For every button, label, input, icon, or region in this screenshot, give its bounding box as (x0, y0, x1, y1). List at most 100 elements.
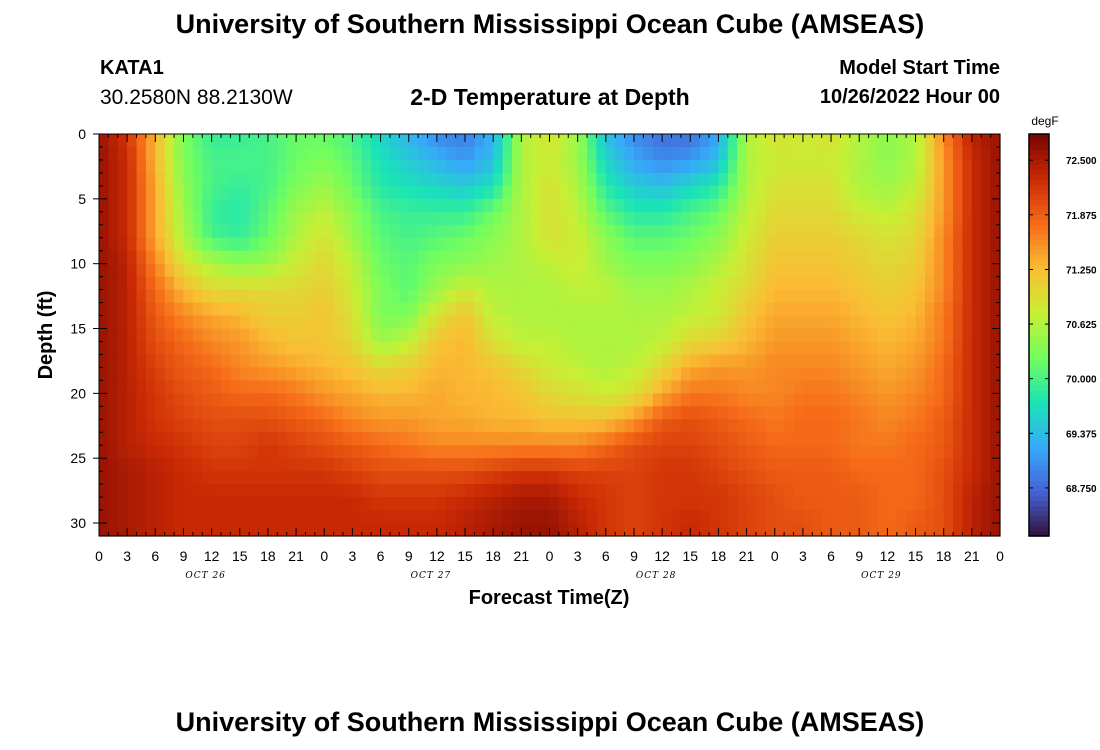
heatmap-cell (549, 471, 560, 485)
heatmap-cell (868, 432, 879, 446)
heatmap-cell (418, 367, 429, 381)
heatmap-cell (746, 172, 757, 187)
heatmap-cell (953, 380, 964, 394)
heatmap-cell (493, 497, 504, 511)
heatmap-cell (502, 484, 513, 498)
heatmap-cell (530, 185, 541, 200)
heatmap-cell (221, 146, 231, 161)
heatmap-cell (605, 354, 616, 369)
heatmap-cell (465, 458, 476, 472)
heatmap-cell (662, 276, 673, 291)
heatmap-cell (324, 393, 335, 407)
heatmap-cell (99, 393, 109, 407)
heatmap-cell (633, 146, 644, 161)
heatmap-cell (906, 341, 917, 356)
heatmap-cell (849, 484, 860, 498)
heatmap-cell (305, 367, 316, 381)
heatmap-cell (239, 354, 250, 369)
heatmap-cell (831, 484, 842, 498)
heatmap-cell (737, 159, 748, 174)
y-axis-title: Depth (ft) (35, 291, 57, 380)
heatmap-cell (953, 315, 964, 330)
heatmap-cell (249, 146, 260, 161)
heatmap-cell (755, 237, 766, 252)
heatmap-cell (943, 302, 954, 317)
heatmap-cell (474, 523, 485, 537)
heatmap-cell (774, 510, 785, 524)
heatmap-cell (418, 432, 429, 446)
heatmap-cell (746, 185, 757, 200)
heatmap-cell (286, 510, 297, 524)
heatmap-cell (718, 237, 729, 252)
heatmap-cell (352, 419, 363, 433)
heatmap-cell (267, 458, 278, 472)
heatmap-cell (371, 354, 382, 369)
heatmap-cell (896, 393, 907, 407)
heatmap-cell (699, 458, 710, 472)
heatmap-cell (314, 159, 325, 174)
heatmap-cell (230, 458, 241, 472)
x-tick-label: 18 (936, 548, 952, 564)
heatmap-cell (502, 134, 513, 148)
heatmap-cell (230, 237, 241, 252)
heatmap-cell (962, 510, 973, 524)
heatmap-cell (924, 198, 935, 213)
heatmap-cell (286, 289, 297, 304)
heatmap-cell (680, 393, 691, 407)
heatmap-cell (915, 432, 926, 446)
heatmap-cell (924, 432, 935, 446)
heatmap-cell (305, 458, 316, 472)
heatmap-cell (465, 432, 476, 446)
heatmap-cell (596, 510, 607, 524)
heatmap-cell (727, 354, 738, 369)
colorbar-segment (1029, 169, 1049, 175)
heatmap-cell (324, 146, 335, 161)
heatmap-cell (652, 445, 663, 459)
heatmap-cell (802, 406, 813, 420)
heatmap-cell (202, 406, 213, 420)
heatmap-cell (408, 367, 419, 381)
heatmap-cell (399, 198, 410, 213)
heatmap-cell (793, 497, 804, 511)
colorbar-tick-label: 69.375 (1066, 429, 1097, 440)
heatmap-cell (924, 484, 935, 498)
heatmap-cell (530, 510, 541, 524)
heatmap-cell (924, 302, 935, 317)
heatmap-cell (286, 471, 297, 485)
heatmap-cell (202, 328, 213, 343)
heatmap-cell (399, 146, 410, 161)
heatmap-cell (755, 406, 766, 420)
heatmap-cell (924, 393, 935, 407)
heatmap-cell (145, 367, 156, 381)
heatmap-cell (296, 393, 307, 407)
heatmap-cell (352, 354, 363, 369)
heatmap-cell (568, 458, 579, 472)
heatmap-cell (981, 471, 992, 485)
heatmap-cell (981, 185, 992, 200)
heatmap-cell (239, 224, 250, 239)
heatmap-cell (643, 432, 654, 446)
heatmap-cell (211, 302, 222, 317)
heatmap-cell (662, 393, 673, 407)
heatmap-cell (455, 328, 466, 343)
heatmap-cell (502, 471, 513, 485)
heatmap-cell (99, 224, 109, 239)
heatmap-cell (117, 134, 128, 148)
heatmap-cell (821, 185, 832, 200)
heatmap-cell (155, 159, 166, 174)
heatmap-cell (164, 432, 175, 446)
heatmap-cell (108, 367, 119, 381)
heatmap-cell (605, 134, 616, 148)
heatmap-cell (990, 484, 1001, 498)
heatmap-cell (540, 237, 551, 252)
heatmap-cell (192, 185, 203, 200)
heatmap-cell (174, 328, 185, 343)
heatmap-cell (314, 484, 325, 498)
heatmap-cell (868, 159, 879, 174)
heatmap-cell (699, 302, 710, 317)
heatmap-cell (596, 185, 607, 200)
heatmap-cell (145, 497, 156, 511)
heatmap-cell (924, 315, 935, 330)
heatmap-cell (558, 289, 569, 304)
heatmap-cell (136, 445, 147, 459)
